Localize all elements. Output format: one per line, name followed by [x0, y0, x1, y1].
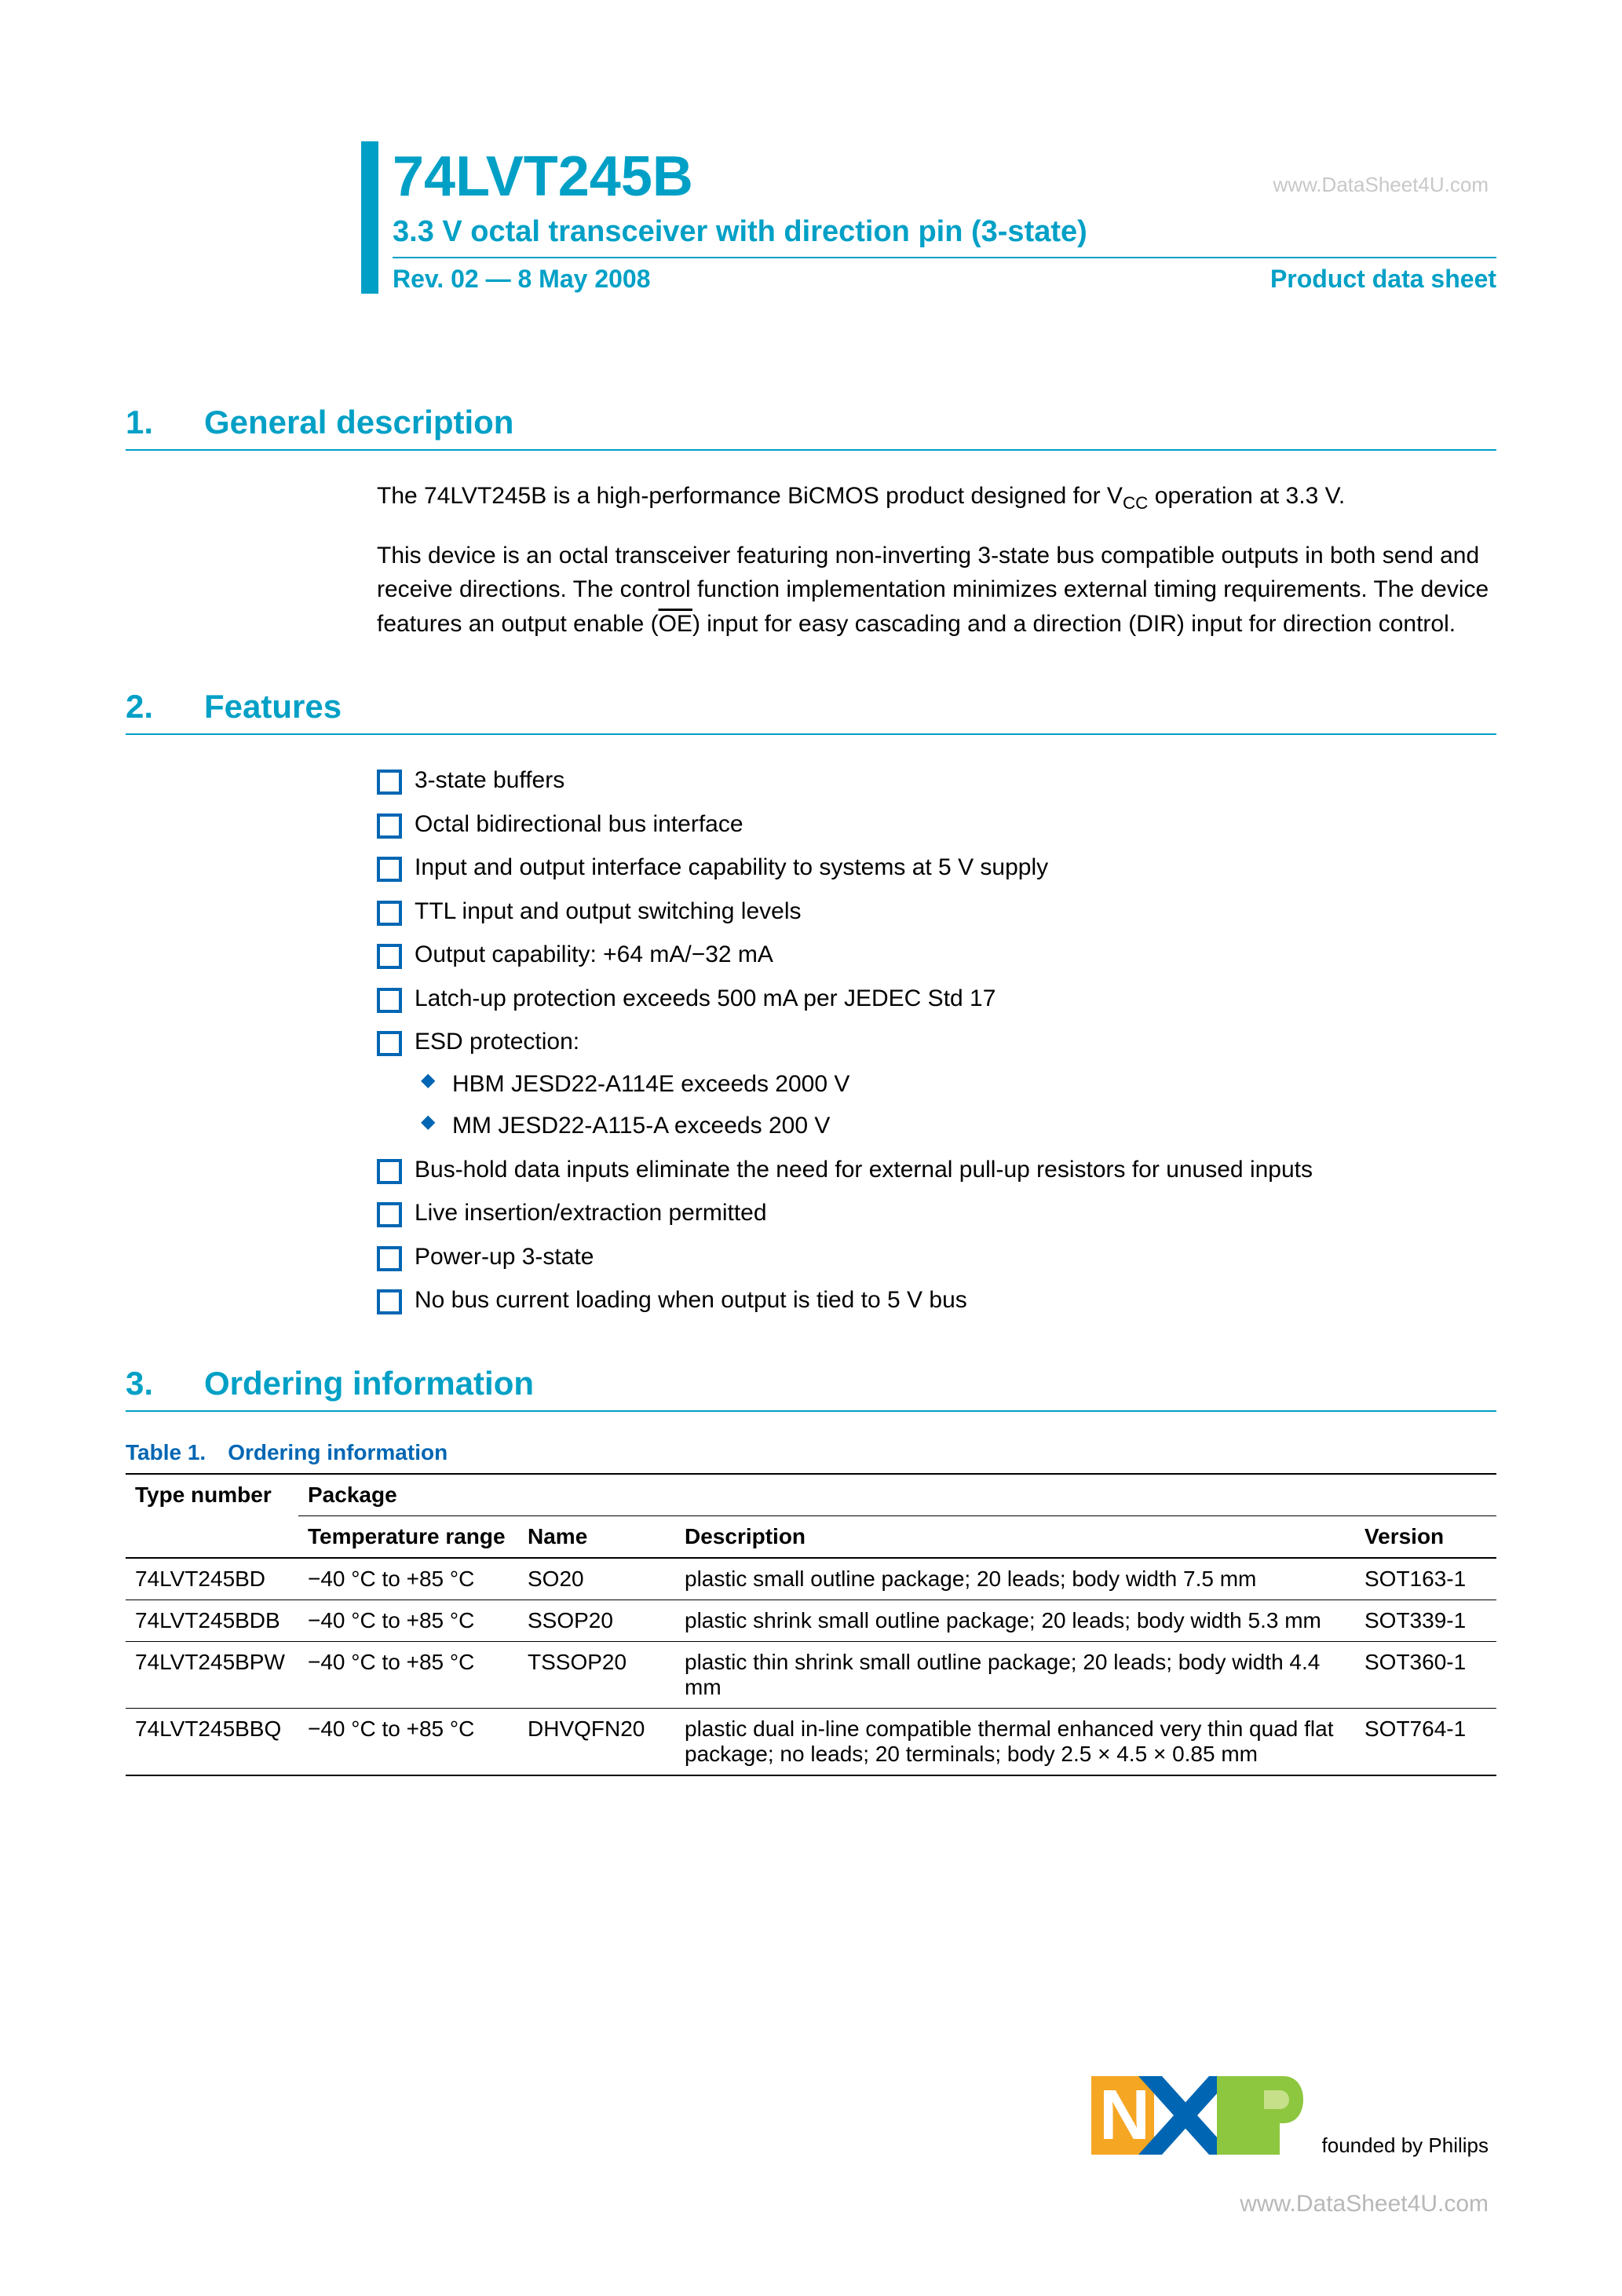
th-name: Name [518, 1515, 675, 1558]
th-type-number: Type number [126, 1474, 298, 1558]
feature-item: Power-up 3-state [377, 1240, 1496, 1274]
feature-item: Bus-hold data inputs eliminate the need … [377, 1153, 1496, 1187]
company-logo: N founded by Philips [1091, 2068, 1489, 2163]
feature-item: TTL input and output switching levels [377, 894, 1496, 929]
table-row: 74LVT245BPW−40 °C to +85 °CTSSOP20plasti… [126, 1641, 1496, 1708]
watermark-top: www.DataSheet4U.com [1273, 173, 1489, 197]
section-general-description: 1. General description The 74LVT245B is … [126, 404, 1496, 641]
section-title: General description [204, 404, 513, 441]
feature-item: No bus current loading when output is ti… [377, 1283, 1496, 1318]
feature-item: Live insertion/extraction permitted [377, 1196, 1496, 1230]
table-row: 74LVT245BD−40 °C to +85 °CSO20plastic sm… [126, 1558, 1496, 1600]
feature-item: 3-state buffers [377, 763, 1496, 798]
table-row: 74LVT245BDB−40 °C to +85 °CSSOP20plastic… [126, 1600, 1496, 1641]
description-paragraph-1: The 74LVT245B is a high-performance BiCM… [377, 479, 1496, 517]
section-number: 1. [126, 404, 204, 441]
th-temperature: Temperature range [298, 1515, 518, 1558]
feature-item: Output capability: +64 mA/−32 mA [377, 938, 1496, 972]
document-header: 74LVT245B 3.3 V octal transceiver with d… [361, 141, 1496, 294]
feature-item: ESD protection: HBM JESD22-A114E exceeds… [377, 1025, 1496, 1143]
ordering-table: Type number Package Temperature range Na… [126, 1473, 1496, 1776]
section-ordering-information: 3. Ordering information Table 1.Ordering… [126, 1365, 1496, 1776]
section-number: 3. [126, 1365, 204, 1402]
document-type: Product data sheet [1270, 265, 1496, 294]
table-row: 74LVT245BBQ−40 °C to +85 °CDHVQFN20plast… [126, 1708, 1496, 1775]
section-title: Features [204, 688, 342, 726]
th-description: Description [675, 1515, 1355, 1558]
section-features: 2. Features 3-state buffers Octal bidire… [126, 688, 1496, 1318]
esd-sub-item: MM JESD22-A115-A exceeds 200 V [415, 1109, 1496, 1143]
revision-text: Rev. 02 — 8 May 2008 [393, 265, 651, 294]
description-paragraph-2: This device is an octal transceiver feat… [377, 539, 1496, 642]
header-accent-bar [361, 141, 378, 294]
watermark-bottom: www.DataSheet4U.com [1240, 2191, 1489, 2217]
features-list: 3-state buffers Octal bidirectional bus … [377, 763, 1496, 1318]
esd-sub-item: HBM JESD22-A114E exceeds 2000 V [415, 1067, 1496, 1102]
feature-item: Input and output interface capability to… [377, 850, 1496, 885]
esd-sublist: HBM JESD22-A114E exceeds 2000 V MM JESD2… [415, 1067, 1496, 1143]
svg-text:N: N [1099, 2076, 1150, 2155]
logo-tagline: founded by Philips [1322, 2133, 1489, 2158]
nxp-logo-icon: N [1091, 2068, 1311, 2163]
feature-item: Latch-up protection exceeds 500 mA per J… [377, 982, 1496, 1016]
th-package: Package [298, 1474, 1496, 1516]
th-version: Version [1355, 1515, 1496, 1558]
section-title: Ordering information [204, 1365, 534, 1402]
table-caption: Table 1.Ordering information [126, 1440, 1496, 1465]
feature-item: Octal bidirectional bus interface [377, 807, 1496, 842]
section-number: 2. [126, 688, 204, 726]
document-subtitle: 3.3 V octal transceiver with direction p… [393, 215, 1496, 249]
